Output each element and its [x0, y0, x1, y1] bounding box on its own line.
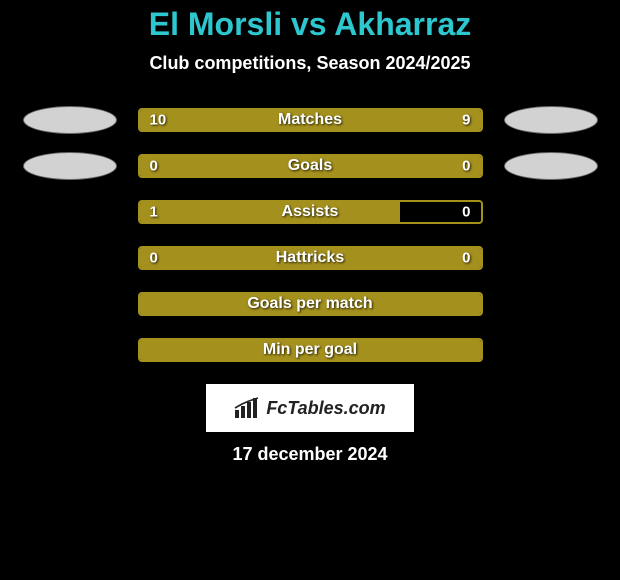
stat-label: Assists — [140, 203, 481, 221]
stat-row: Assists1 0 — [0, 200, 620, 224]
stat-value-right: 9 — [462, 112, 470, 129]
page-title: El Morsli vs Akharraz — [0, 6, 620, 43]
stat-value-left: 1 — [150, 204, 158, 221]
stat-value-left: 0 — [150, 250, 158, 267]
stat-row: Goals per match — [0, 292, 620, 316]
stat-value-left: 10 — [150, 112, 167, 129]
stat-bar: Goals per match — [138, 292, 483, 316]
stat-label: Goals — [140, 157, 481, 175]
stat-row: Matches10 9 — [0, 108, 620, 132]
stat-value-left: 0 — [150, 158, 158, 175]
player-indicator-left — [23, 106, 117, 134]
stat-bar: Goals0 0 — [138, 154, 483, 178]
stat-label: Min per goal — [140, 341, 481, 359]
stat-row: Min per goal — [0, 338, 620, 362]
left-indicator-slot — [16, 106, 124, 134]
player-indicator-right — [504, 152, 598, 180]
stat-bar: Min per goal — [138, 338, 483, 362]
stat-bar: Hattricks0 0 — [138, 246, 483, 270]
player-indicator-left — [23, 152, 117, 180]
date-label: 17 december 2024 — [0, 444, 620, 465]
stat-value-right: 0 — [462, 158, 470, 175]
stat-label: Goals per match — [140, 295, 481, 313]
stat-value-right: 0 — [462, 250, 470, 267]
stat-row: Goals0 0 — [0, 154, 620, 178]
stat-label: Matches — [140, 111, 481, 129]
page-subtitle: Club competitions, Season 2024/2025 — [0, 53, 620, 74]
chart-icon — [234, 397, 262, 419]
left-indicator-slot — [16, 152, 124, 180]
player-indicator-right — [504, 106, 598, 134]
logo-badge: FcTables.com — [206, 384, 414, 432]
stat-bar: Assists1 0 — [138, 200, 483, 224]
stat-bar: Matches10 9 — [138, 108, 483, 132]
stat-label: Hattricks — [140, 249, 481, 267]
right-indicator-slot — [497, 152, 605, 180]
comparison-infographic: El Morsli vs Akharraz Club competitions,… — [0, 0, 620, 580]
stat-value-right: 0 — [462, 204, 470, 221]
logo-text: FcTables.com — [266, 398, 385, 419]
stat-rows: Matches109Goals00Assists10Hattricks00Goa… — [0, 108, 620, 362]
right-indicator-slot — [497, 106, 605, 134]
stat-row: Hattricks0 0 — [0, 246, 620, 270]
